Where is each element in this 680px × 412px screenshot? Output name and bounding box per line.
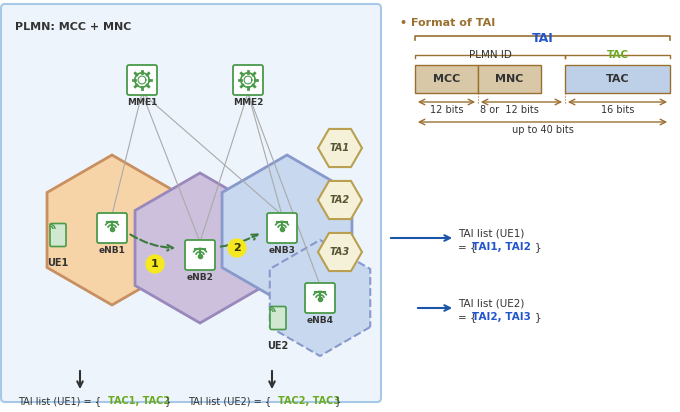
FancyBboxPatch shape <box>415 65 478 93</box>
Text: eNB1: eNB1 <box>99 246 125 255</box>
Text: TAI list (UE2): TAI list (UE2) <box>458 298 524 308</box>
Text: 1: 1 <box>151 259 159 269</box>
Polygon shape <box>222 155 352 305</box>
Text: TA3: TA3 <box>330 247 350 257</box>
Text: TAC1, TAC2: TAC1, TAC2 <box>108 396 170 406</box>
Polygon shape <box>318 129 362 167</box>
FancyBboxPatch shape <box>50 223 66 246</box>
Text: }: } <box>165 396 171 406</box>
Text: MME2: MME2 <box>233 98 263 107</box>
Text: TAI list (UE2) = {: TAI list (UE2) = { <box>188 396 271 406</box>
Text: = {: = { <box>458 242 477 252</box>
Text: TA1: TA1 <box>330 143 350 153</box>
Text: }: } <box>535 242 542 252</box>
Text: UE2: UE2 <box>267 341 288 351</box>
Text: TAI list (UE1) = {: TAI list (UE1) = { <box>18 396 101 406</box>
Text: 12 bits: 12 bits <box>430 105 463 115</box>
Text: TAI: TAI <box>532 32 554 45</box>
FancyBboxPatch shape <box>185 240 215 270</box>
Polygon shape <box>47 155 177 305</box>
Text: 8 or  12 bits: 8 or 12 bits <box>480 105 539 115</box>
FancyBboxPatch shape <box>478 65 541 93</box>
FancyBboxPatch shape <box>127 65 157 95</box>
Text: 2: 2 <box>233 243 241 253</box>
Text: TAI2, TAI3: TAI2, TAI3 <box>472 312 531 322</box>
FancyBboxPatch shape <box>267 213 297 243</box>
Text: }: } <box>535 312 542 322</box>
Text: TA2: TA2 <box>330 195 350 205</box>
FancyBboxPatch shape <box>270 307 286 330</box>
FancyBboxPatch shape <box>1 4 381 402</box>
Text: }: } <box>335 396 341 406</box>
Polygon shape <box>318 233 362 271</box>
Text: eNB4: eNB4 <box>307 316 333 325</box>
Text: TAI1, TAI2: TAI1, TAI2 <box>472 242 531 252</box>
Polygon shape <box>318 181 362 219</box>
Text: TAI list (UE1): TAI list (UE1) <box>458 228 524 238</box>
FancyBboxPatch shape <box>565 65 670 93</box>
Text: PLMN: MCC + MNC: PLMN: MCC + MNC <box>15 22 131 32</box>
Polygon shape <box>270 240 370 356</box>
Circle shape <box>146 255 164 273</box>
Text: MME1: MME1 <box>126 98 157 107</box>
Text: eNB2: eNB2 <box>186 273 214 282</box>
Text: TAC: TAC <box>607 50 628 60</box>
Text: MCC: MCC <box>433 74 460 84</box>
FancyBboxPatch shape <box>233 65 263 95</box>
Text: UE1: UE1 <box>48 258 69 268</box>
FancyBboxPatch shape <box>97 213 127 243</box>
Text: PLMN ID: PLMN ID <box>469 50 511 60</box>
Text: TAC: TAC <box>606 74 629 84</box>
Text: = {: = { <box>458 312 477 322</box>
Text: up to 40 bits: up to 40 bits <box>511 125 573 135</box>
Polygon shape <box>135 173 265 323</box>
Text: eNB3: eNB3 <box>269 246 295 255</box>
Text: MNC: MNC <box>495 74 524 84</box>
Text: • Format of TAI: • Format of TAI <box>400 18 495 28</box>
Text: TAC2, TAC3: TAC2, TAC3 <box>278 396 340 406</box>
FancyBboxPatch shape <box>305 283 335 313</box>
Text: 16 bits: 16 bits <box>601 105 634 115</box>
Circle shape <box>228 239 246 257</box>
